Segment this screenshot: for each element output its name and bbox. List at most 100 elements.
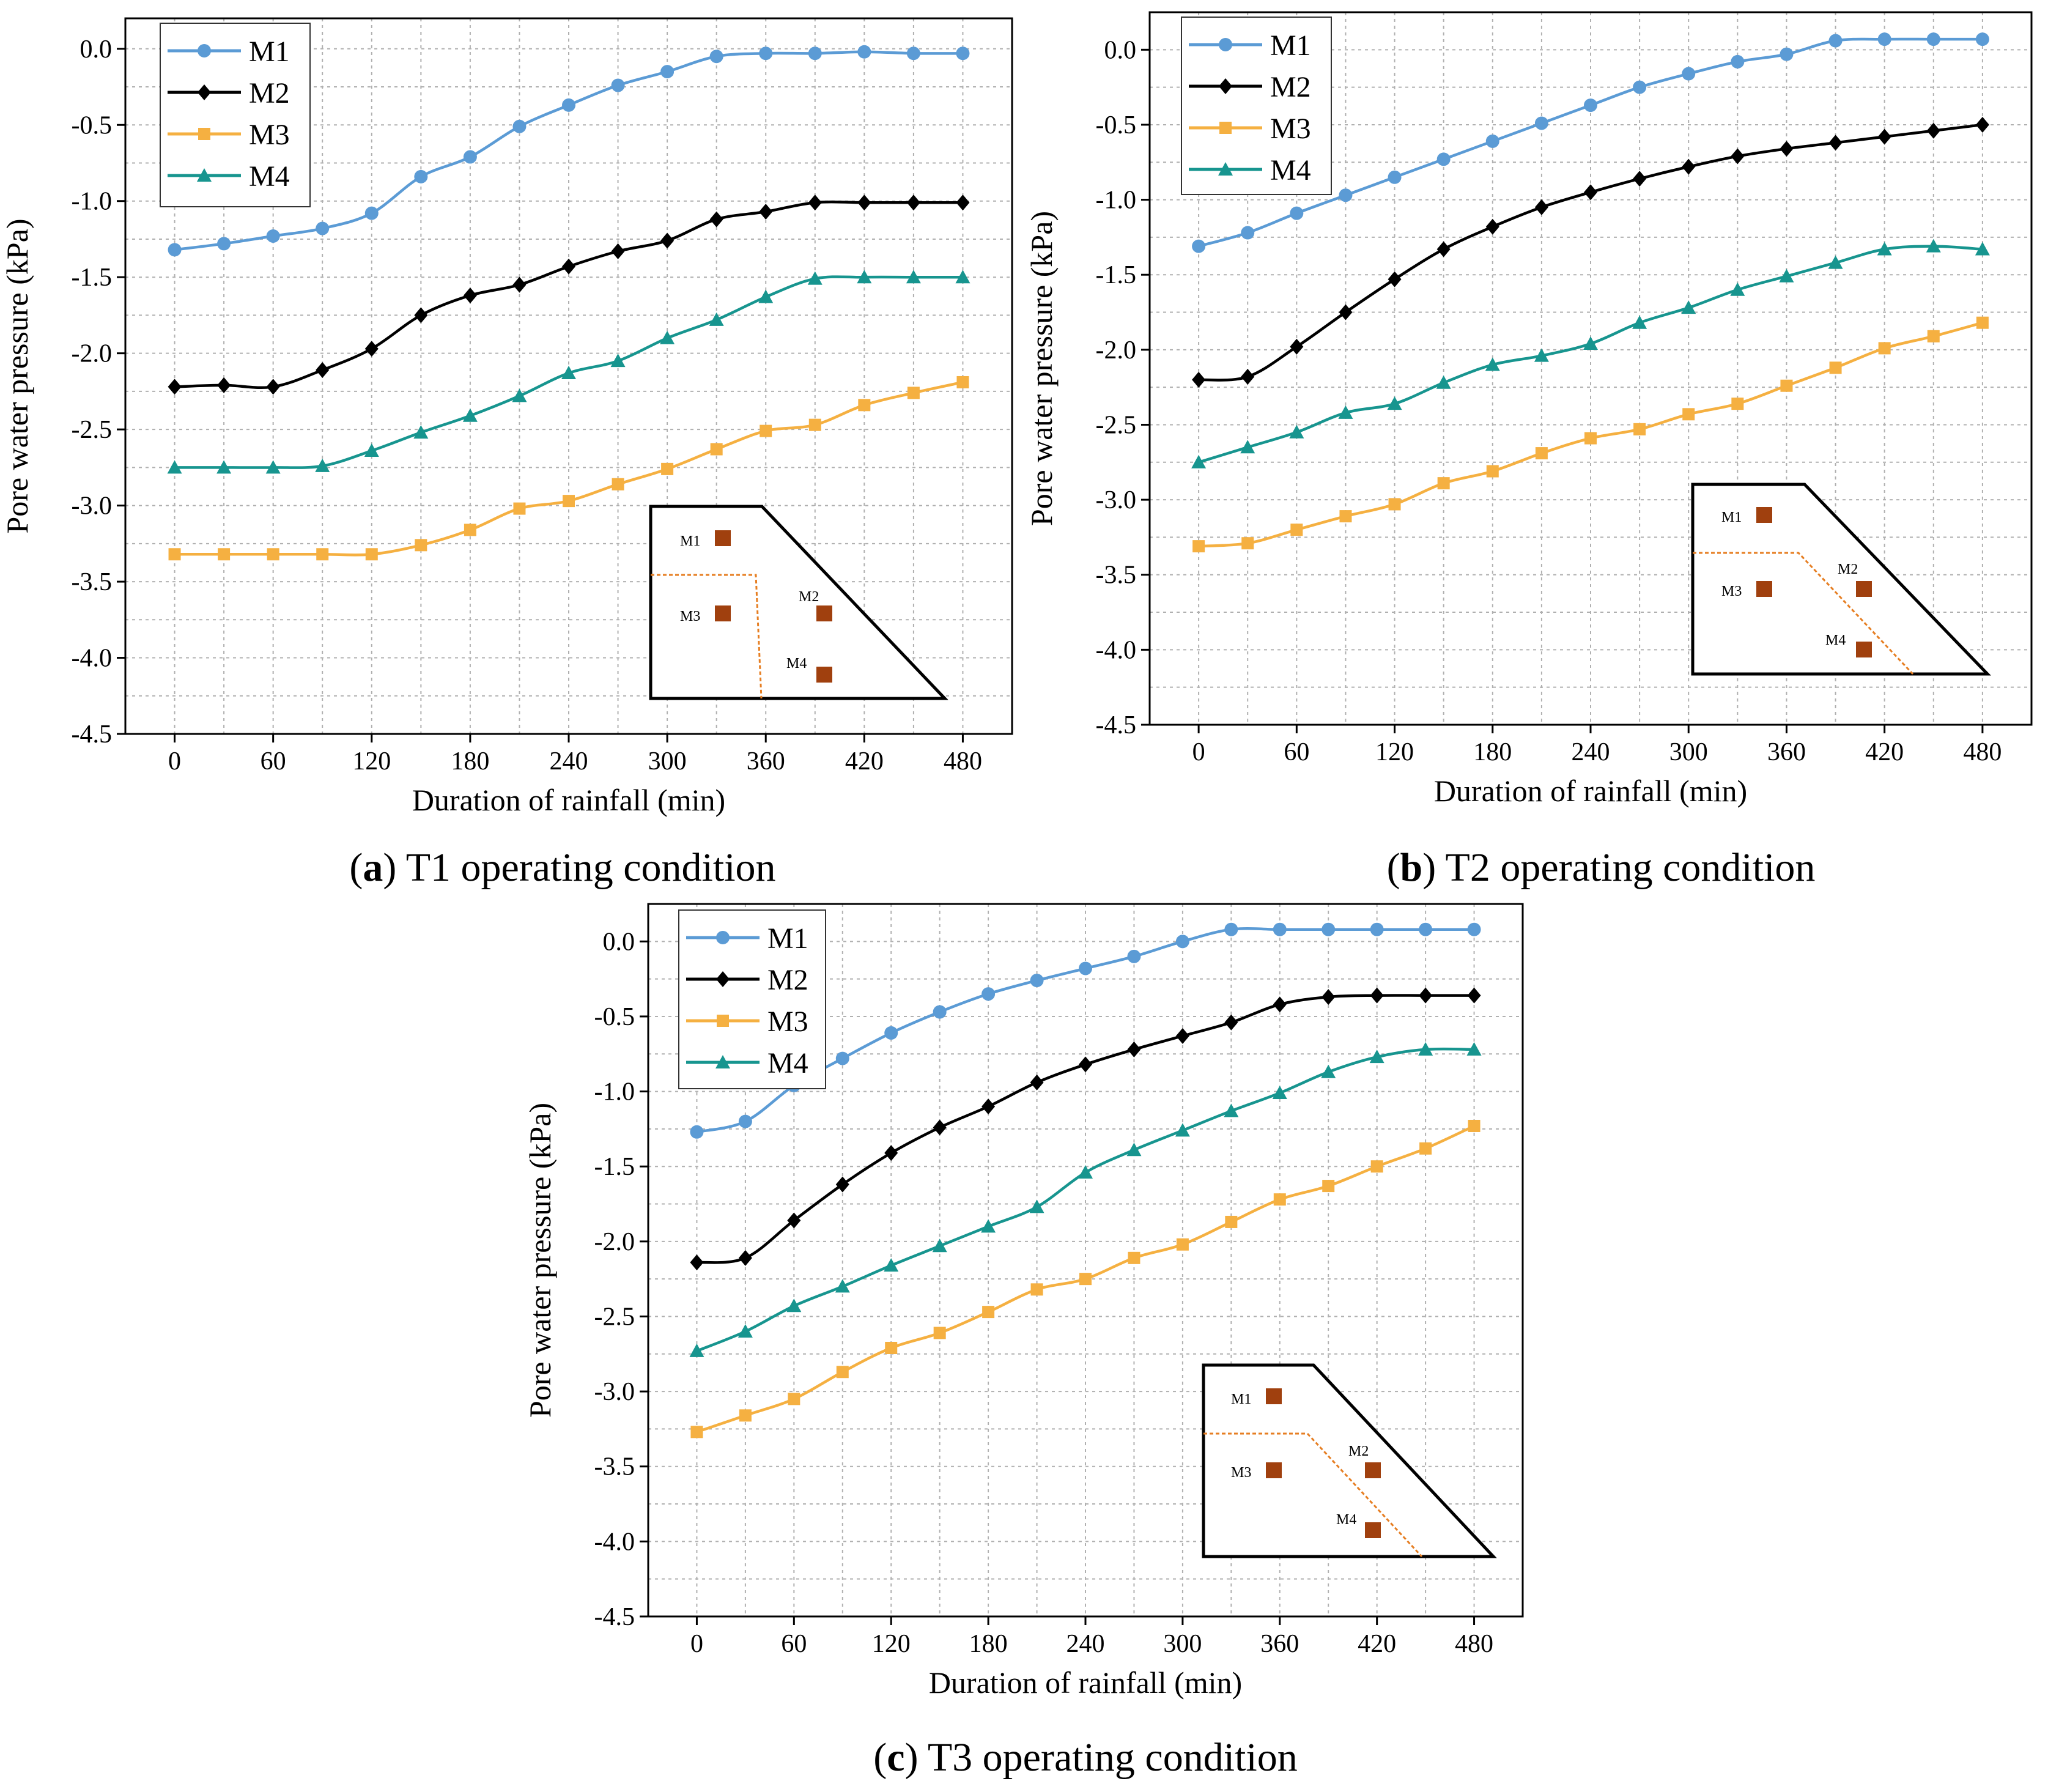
data-point-m2 <box>1322 989 1336 1005</box>
data-point-m3 <box>563 495 575 508</box>
data-point-m3 <box>858 399 871 412</box>
caption-text: T2 operating condition <box>1436 845 1815 890</box>
chart-c: 0 60 120 180 240 300 360 420 480 0.0 -0.5 -1.0 -1.5 -… <box>523 903 1524 1780</box>
y-tick-label: -3.5 <box>594 1453 635 1481</box>
data-point-m2 <box>1731 148 1745 165</box>
data-point-m3 <box>218 548 231 561</box>
y-tick-label: -1.5 <box>594 1153 635 1181</box>
x-tick-label: 240 <box>1067 1630 1105 1658</box>
data-point-m4 <box>413 425 429 439</box>
data-point-m2 <box>463 287 477 304</box>
data-point-m3 <box>1273 1193 1286 1206</box>
panel-caption: (b) T2 operating condition <box>1387 845 1816 890</box>
y-tick-label: -1.5 <box>72 264 113 292</box>
y-axis-title: Pore water pressure (kPa) <box>0 218 34 533</box>
data-point-m2 <box>1828 135 1843 151</box>
data-point-m2 <box>1339 304 1353 320</box>
data-point-m4 <box>1224 1103 1239 1117</box>
inset-sensor-m2 <box>1365 1462 1381 1478</box>
legend-label-m3: M3 <box>767 1005 808 1038</box>
y-tick-label: -4.0 <box>1096 636 1137 664</box>
legend-label-m3: M3 <box>1270 113 1311 145</box>
data-point-m4 <box>857 270 872 284</box>
data-point-m1 <box>168 243 182 257</box>
caption-text: T1 operating condition <box>396 845 775 890</box>
data-point-m3 <box>464 524 476 536</box>
data-point-m2 <box>857 194 871 211</box>
y-tick-label: -3.0 <box>594 1378 635 1406</box>
x-tick-label: 0 <box>168 747 181 776</box>
data-point-m1 <box>1192 239 1206 253</box>
data-point-m2 <box>1584 184 1597 201</box>
data-point-m4 <box>1926 239 1941 253</box>
data-point-m1 <box>414 169 428 183</box>
data-point-m2 <box>1241 368 1255 385</box>
x-tick-label: 60 <box>781 1630 807 1658</box>
data-point-m4 <box>167 460 182 474</box>
data-point-m1 <box>1175 935 1189 949</box>
legend-box <box>678 909 826 1089</box>
data-point-m3 <box>1128 1251 1140 1264</box>
data-point-m1 <box>512 119 527 133</box>
data-point-m3 <box>1339 510 1352 523</box>
data-point-m4 <box>1126 1142 1142 1157</box>
inset-label-m2: M2 <box>799 589 819 605</box>
legend-marker-m1 <box>716 931 730 944</box>
data-point-m3 <box>1878 342 1891 355</box>
data-point-m4 <box>1828 255 1843 269</box>
data-point-m2 <box>364 341 379 357</box>
caption-paren: ( <box>1387 845 1400 890</box>
data-point-m3 <box>1927 330 1940 342</box>
y-tick-label: -2.5 <box>594 1303 635 1331</box>
y-tick-label: -4.5 <box>1096 711 1137 739</box>
data-point-m3 <box>1976 316 1989 329</box>
data-point-m3 <box>710 443 723 456</box>
y-tick-label: -2.5 <box>1096 411 1137 439</box>
data-point-m2 <box>611 243 625 259</box>
data-point-m1 <box>217 237 231 251</box>
y-tick-label: -3.0 <box>72 492 113 520</box>
data-point-m3 <box>1079 1273 1092 1286</box>
panel-caption: (c) T3 operating condition <box>873 1735 1297 1780</box>
series-m4 <box>1191 239 1990 468</box>
data-point-m1 <box>266 229 280 243</box>
data-point-m2 <box>709 211 723 228</box>
data-point-m1 <box>933 1005 947 1019</box>
inset-slope-diagram: M1 M2 M3 M4 <box>1202 1363 1497 1558</box>
data-point-m2 <box>933 1119 947 1136</box>
data-point-m4 <box>1583 336 1598 350</box>
y-tick-label: -2.0 <box>72 340 113 368</box>
legend-label-m2: M2 <box>767 964 808 996</box>
y-tick-label: -4.5 <box>594 1603 635 1631</box>
x-tick-label: 120 <box>872 1630 911 1658</box>
data-point-m4 <box>835 1279 850 1293</box>
data-point-m1 <box>562 98 575 112</box>
data-point-m4 <box>1730 282 1745 296</box>
data-point-m4 <box>1975 242 1990 256</box>
data-point-m3 <box>1192 540 1205 553</box>
data-point-m3 <box>513 502 526 515</box>
data-point-m2 <box>884 1145 898 1161</box>
data-point-m3 <box>365 548 378 561</box>
inset-label-m2: M2 <box>1838 561 1858 577</box>
data-point-m1 <box>1633 80 1647 94</box>
data-point-m3 <box>168 548 181 561</box>
y-tick-label: -0.5 <box>72 111 113 139</box>
data-point-m2 <box>1682 158 1696 175</box>
data-point-m1 <box>1419 922 1433 936</box>
data-point-m2 <box>1175 1027 1189 1044</box>
series-m2 <box>690 987 1481 1271</box>
data-point-m3 <box>1829 361 1842 374</box>
data-point-m1 <box>1030 974 1044 988</box>
caption-paren: ( <box>349 845 363 890</box>
data-point-m4 <box>561 366 576 380</box>
data-point-m2 <box>1030 1074 1044 1090</box>
data-point-m3 <box>1584 432 1597 445</box>
legend-marker-m4 <box>715 1055 730 1068</box>
y-tick-label: -1.0 <box>594 1078 635 1106</box>
chart-a: 0 60 120 180 240 300 360 420 480 0.0 -0.5 -1.0 -1.5 -… <box>0 17 1013 890</box>
data-point-m1 <box>906 46 920 61</box>
data-point-m3 <box>1486 465 1499 478</box>
data-point-m1 <box>1273 922 1287 936</box>
